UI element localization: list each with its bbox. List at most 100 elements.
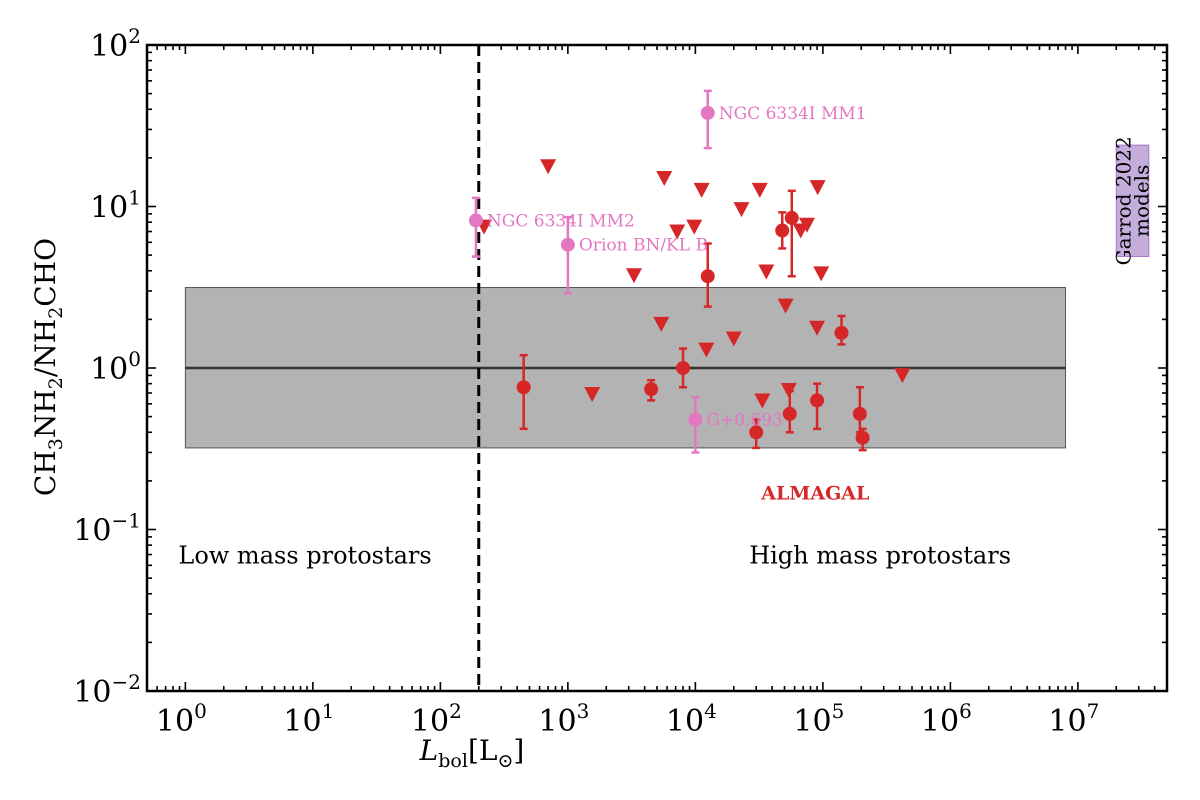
y-tick-base: 10: [90, 191, 128, 226]
x-tick-label: 100: [156, 699, 207, 739]
upper-limit-marker: [669, 224, 686, 240]
y-tick-label: 10−2: [73, 670, 141, 710]
median-band-layer: [184, 287, 1067, 449]
y-label-part: /NH: [29, 319, 62, 377]
upper-limit-marker: [751, 182, 768, 198]
upper-limit-marker: [693, 182, 710, 198]
y-tick-exp: 0: [128, 347, 141, 371]
upper-limit-marker: [809, 320, 826, 336]
x-tick-base: 10: [666, 704, 704, 739]
garrod-label-line2: models: [1130, 165, 1154, 237]
y-tick-label: 102: [90, 24, 141, 64]
literature-label: NGC 6334I MM1: [719, 104, 867, 124]
y-tick-exp: 2: [128, 24, 141, 48]
y-tick-base: 10: [90, 352, 128, 387]
y-tick-label: 101: [90, 186, 141, 226]
upper-limit-marker: [813, 266, 830, 282]
y-tick-base: 10: [73, 514, 111, 549]
detection-marker: [852, 406, 867, 421]
x-tick-exp: 5: [832, 699, 845, 723]
upper-limit-marker: [758, 264, 775, 280]
x-axis-label: Lbol[L⊙]: [419, 734, 525, 772]
literature-label: G+0.693: [706, 410, 783, 430]
literature-marker: [468, 213, 483, 228]
x-tick-base: 10: [1048, 704, 1086, 739]
y-label-part: CHO: [29, 238, 62, 307]
region-label: High mass protostars: [749, 542, 1011, 570]
x-tick-label: 102: [411, 699, 462, 739]
detection-marker: [834, 325, 849, 340]
y-tick-label: 10−1: [73, 509, 141, 549]
y-tick-exp: 1: [128, 186, 141, 210]
upper-limit-marker: [686, 219, 703, 235]
upper-limit-marker: [656, 171, 673, 187]
x-tick-label: 104: [666, 699, 717, 739]
garrod-label-line1: Garrod 2022: [1112, 136, 1136, 265]
upper-limit-marker: [809, 180, 826, 196]
literature-label: Orion BN/KL B: [579, 236, 708, 256]
x-tick-base: 10: [283, 704, 321, 739]
x-tick-base: 10: [538, 704, 576, 739]
y-tick-exp: −2: [112, 670, 141, 694]
x-label-unit-end: ]: [513, 734, 524, 767]
detection-marker: [810, 393, 825, 408]
x-label-main: L: [419, 734, 439, 767]
y-tick-label: 100: [90, 347, 141, 387]
upper-limit-marker: [625, 268, 642, 284]
x-tick-base: 10: [793, 704, 831, 739]
y-label-sub: 2: [45, 377, 67, 389]
upper-limit-marker: [733, 202, 750, 218]
region-label: Low mass protostars: [178, 542, 431, 570]
detection-marker: [700, 269, 715, 284]
x-tick-base: 10: [921, 704, 959, 739]
upper-limit-marker: [777, 298, 794, 314]
upper-limit-marker: [584, 387, 601, 403]
detection-marker: [855, 430, 870, 445]
detection-marker: [516, 380, 531, 395]
y-label-part: CH: [29, 450, 62, 496]
x-tick-exp: 0: [194, 699, 207, 723]
detection-marker: [775, 223, 790, 238]
y-label-part: NH: [29, 389, 62, 438]
x-label-sub: bol: [438, 750, 468, 772]
x-tick-base: 10: [156, 704, 194, 739]
x-tick-exp: 2: [449, 699, 462, 723]
axes-layer: 100 101 102 103 104 105 106 10710−210−110010110…: [73, 24, 1169, 739]
x-tick-exp: 3: [577, 699, 590, 723]
almagal-label: ALMAGAL: [760, 482, 869, 504]
x-tick-label: 106: [921, 699, 972, 739]
x-tick-label: 101: [283, 699, 334, 739]
x-tick-label: 107: [1048, 699, 1099, 739]
x-tick-exp: 1: [322, 699, 335, 723]
x-tick-exp: 7: [1087, 699, 1100, 723]
x-tick-base: 10: [411, 704, 449, 739]
x-tick-exp: 6: [959, 699, 972, 723]
garrod-models-box: [1115, 144, 1150, 258]
upper-limit-marker: [754, 393, 771, 409]
x-label-unit-sym: ⊙: [497, 750, 513, 772]
y-axis-label: CH3NH2/NH2CHO: [29, 238, 67, 496]
y-tick-base: 10: [73, 675, 111, 710]
data-marks-layer: [468, 89, 1150, 454]
literature-marker: [560, 237, 575, 252]
detection-marker: [784, 210, 799, 225]
y-label-sub: 2: [45, 307, 67, 319]
detection-marker: [644, 382, 659, 397]
x-label-unit: [L: [468, 734, 498, 767]
y-tick-exp: −1: [112, 509, 141, 533]
y-tick-base: 10: [90, 29, 128, 64]
upper-limit-marker: [540, 159, 557, 175]
detection-marker: [749, 425, 764, 440]
x-tick-exp: 4: [704, 699, 717, 723]
literature-marker: [700, 105, 715, 120]
upper-limit-marker: [894, 368, 911, 384]
upper-limit-marker: [725, 331, 742, 347]
upper-limit-marker: [698, 342, 715, 358]
x-tick-label: 103: [538, 699, 589, 739]
detection-marker: [782, 406, 797, 421]
upper-limit-marker: [798, 217, 815, 233]
literature-marker: [688, 412, 703, 427]
upper-limit-marker: [653, 316, 670, 332]
